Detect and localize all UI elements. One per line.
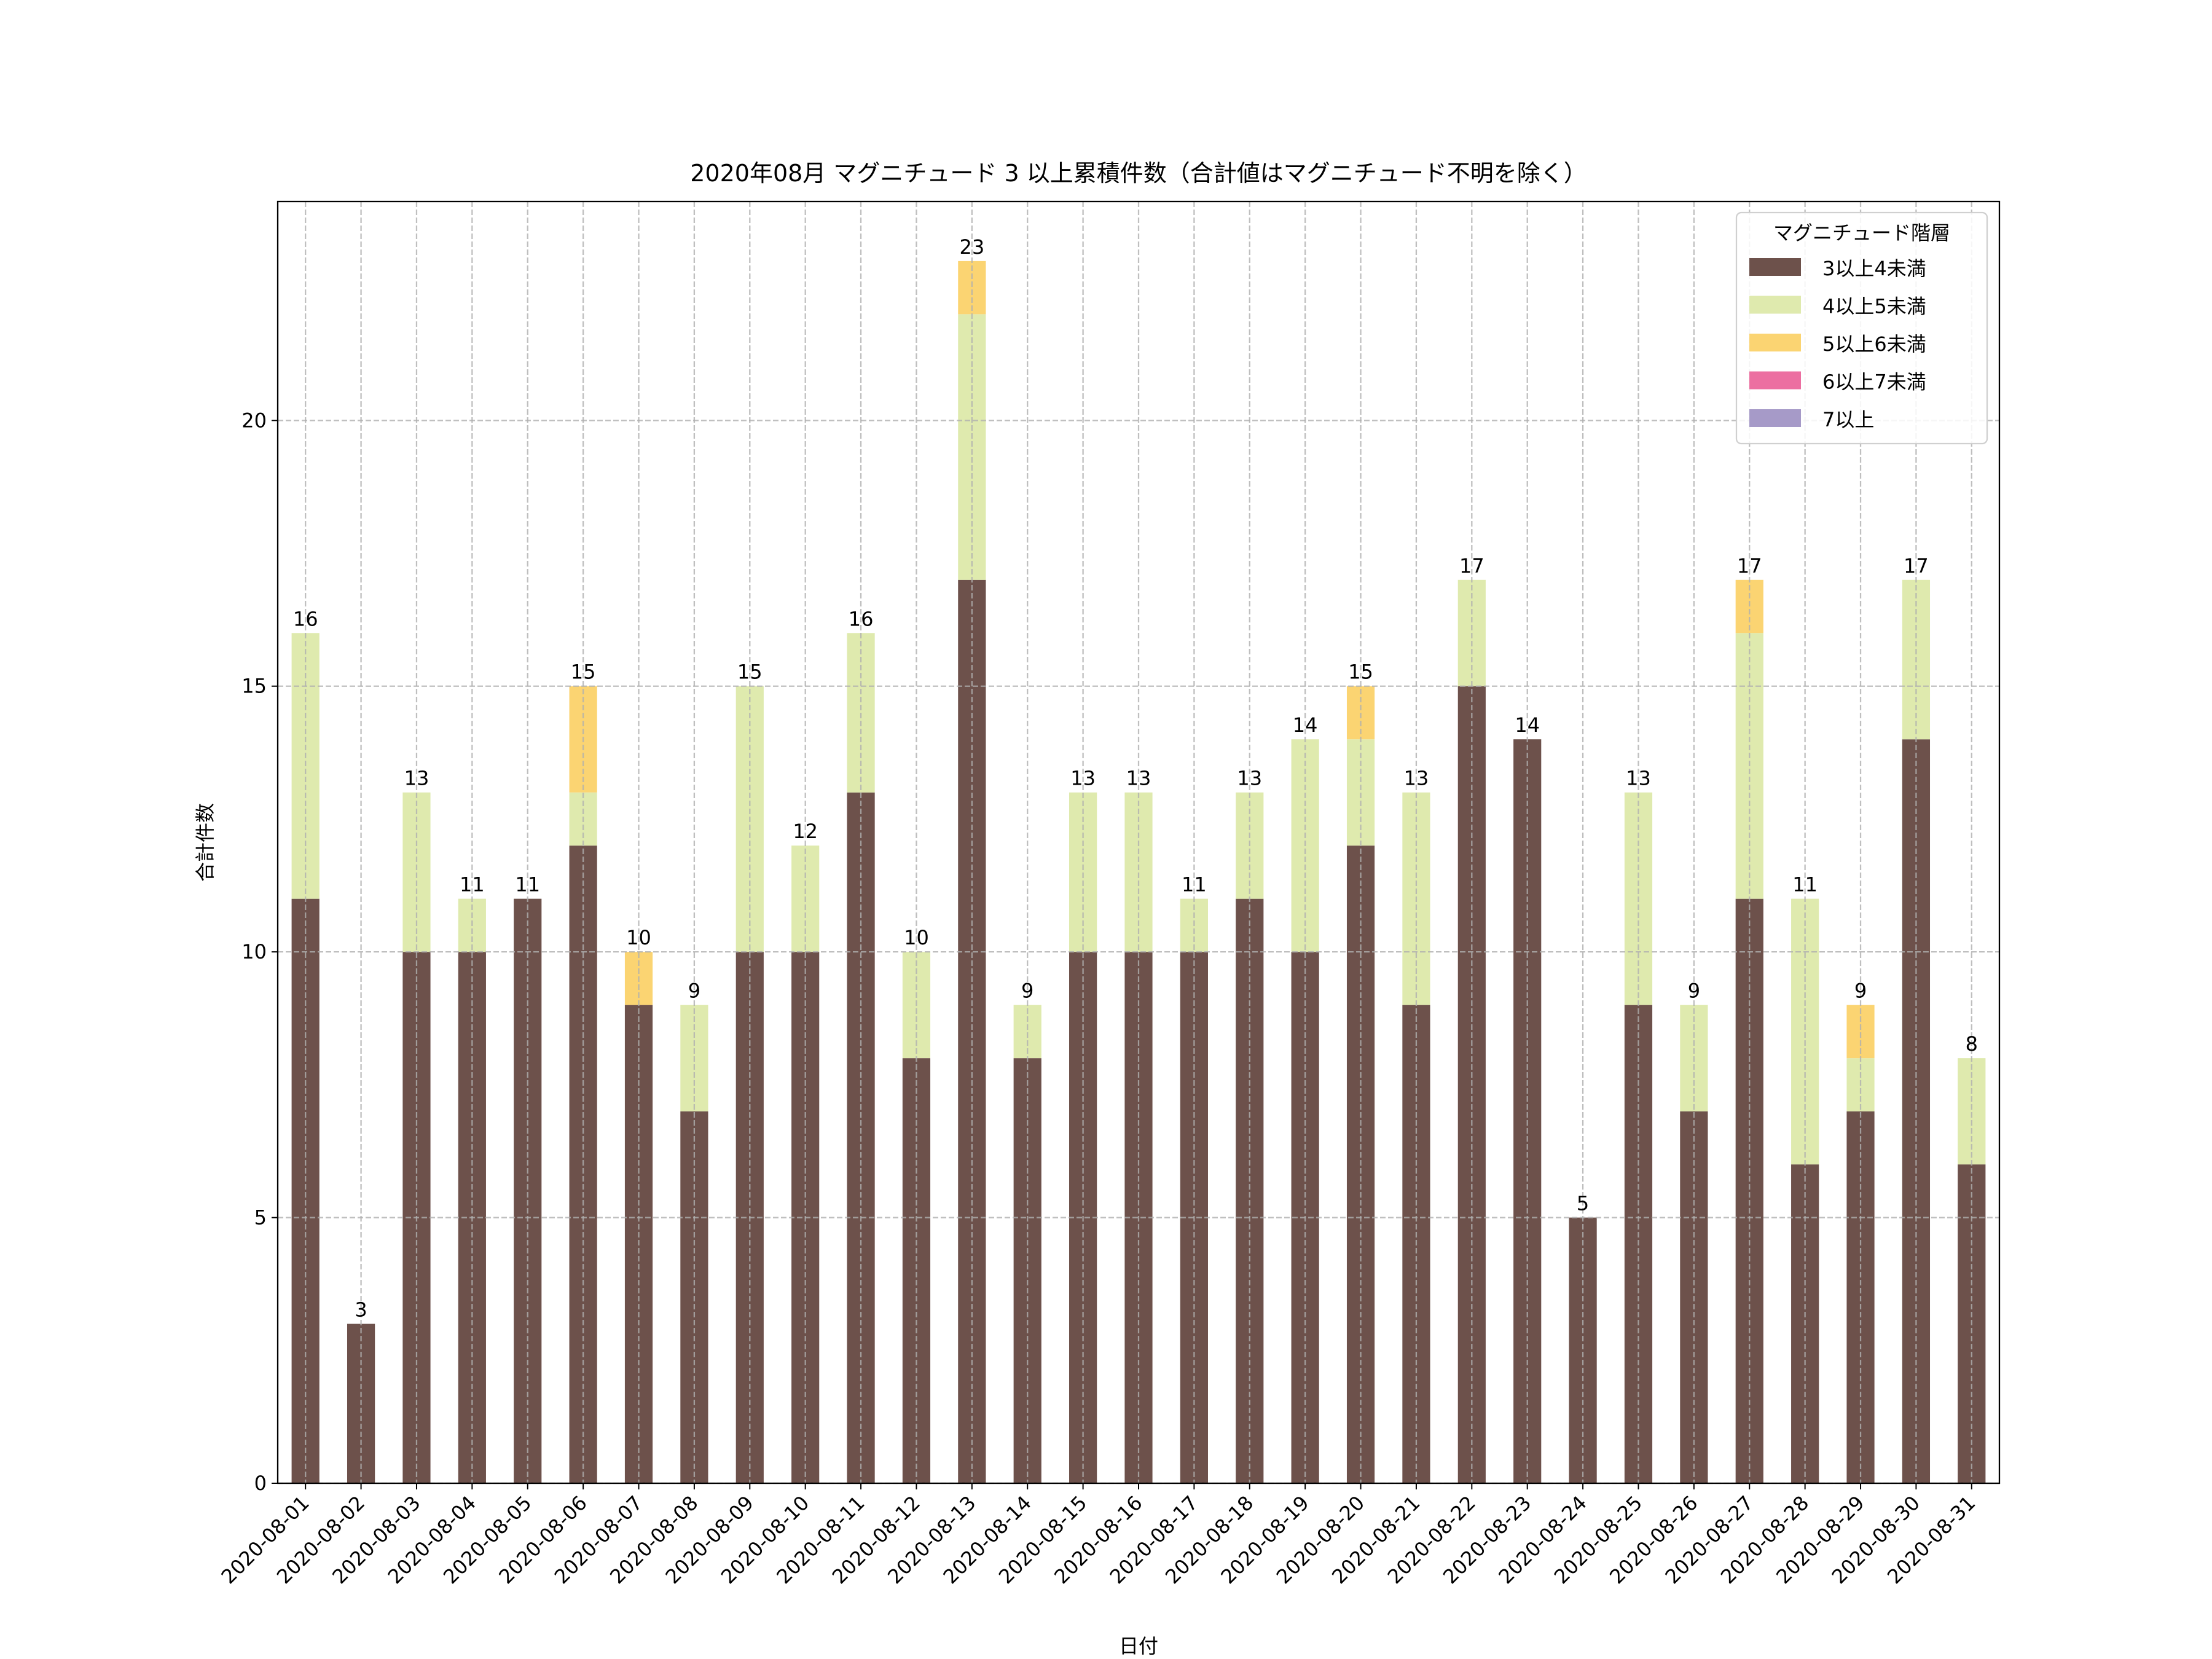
- data-label: 11: [1182, 873, 1207, 896]
- data-label: 13: [1626, 767, 1651, 790]
- legend-swatch: [1749, 409, 1801, 427]
- data-label: 15: [1348, 661, 1373, 684]
- legend-swatch: [1749, 296, 1801, 314]
- data-label: 13: [404, 767, 429, 790]
- data-label: 3: [355, 1298, 367, 1322]
- bar-segment: [1902, 739, 1931, 1483]
- legend-title: マグニチュード階層: [1773, 221, 1950, 245]
- y-tick-label: 0: [254, 1472, 267, 1495]
- y-axis: 0 5 10 15 20: [241, 409, 278, 1495]
- data-label: 23: [959, 235, 984, 259]
- data-label: 11: [1792, 873, 1818, 896]
- data-label: 12: [793, 820, 818, 843]
- data-label: 17: [1737, 554, 1762, 578]
- data-label: 8: [1966, 1032, 1978, 1056]
- y-tick-label: 20: [241, 409, 267, 432]
- data-label: 9: [1688, 979, 1700, 1003]
- legend-label: 4以上5未満: [1822, 295, 1926, 318]
- data-label: 10: [904, 926, 929, 949]
- data-label: 11: [515, 873, 540, 896]
- data-label: 13: [1126, 767, 1151, 790]
- data-label: 13: [1070, 767, 1096, 790]
- legend-swatch: [1749, 371, 1801, 390]
- data-label: 5: [1577, 1192, 1589, 1215]
- legend-swatch: [1749, 258, 1801, 276]
- data-label: 15: [737, 661, 763, 684]
- legend-label: 6以上7未満: [1822, 371, 1926, 394]
- bar-segment: [1124, 792, 1153, 952]
- chart-title: 2020年08月 マグニチュード 3 以上累積件数（合計値はマグニチュード不明を…: [690, 160, 1586, 187]
- data-label: 16: [849, 607, 874, 630]
- x-axis-label: 日付: [1119, 1634, 1158, 1658]
- legend-label: 7以上: [1822, 408, 1874, 431]
- y-tick-label: 10: [241, 940, 267, 963]
- data-label: 13: [1237, 767, 1262, 790]
- legend-label: 3以上4未満: [1822, 257, 1926, 280]
- x-axis: 2020-08-012020-08-022020-08-032020-08-04…: [216, 1483, 1980, 1588]
- y-tick-label: 5: [254, 1206, 267, 1230]
- bar-segment: [402, 792, 431, 952]
- y-tick-label: 15: [241, 675, 267, 698]
- data-label: 15: [571, 661, 596, 684]
- data-label: 16: [293, 607, 318, 630]
- data-labels: 16 3 13 11 11 15 10 9 15 12 16 10 23 9 13 13 11 13 14 15 13 1…: [293, 235, 1978, 1322]
- data-label: 9: [1021, 979, 1033, 1003]
- y-axis-label: 合計件数: [194, 803, 217, 882]
- bar-segment: [1069, 792, 1097, 952]
- bar-segment: [1569, 1217, 1597, 1483]
- data-label: 10: [626, 926, 651, 949]
- data-label: 14: [1293, 713, 1318, 737]
- data-label: 17: [1459, 554, 1484, 578]
- data-label: 9: [1854, 979, 1867, 1003]
- data-label: 17: [1904, 554, 1929, 578]
- bar-segment: [1513, 739, 1542, 1483]
- legend-label: 5以上6未満: [1822, 332, 1926, 356]
- legend: マグニチュード階層 3以上4未満 4以上5未満 5以上6未満 6以上7未満 7以上: [1735, 211, 1988, 445]
- legend-swatch: [1749, 334, 1801, 351]
- data-label: 9: [688, 979, 700, 1003]
- data-label: 13: [1404, 767, 1429, 790]
- data-label: 14: [1515, 713, 1540, 737]
- data-label: 11: [460, 873, 485, 896]
